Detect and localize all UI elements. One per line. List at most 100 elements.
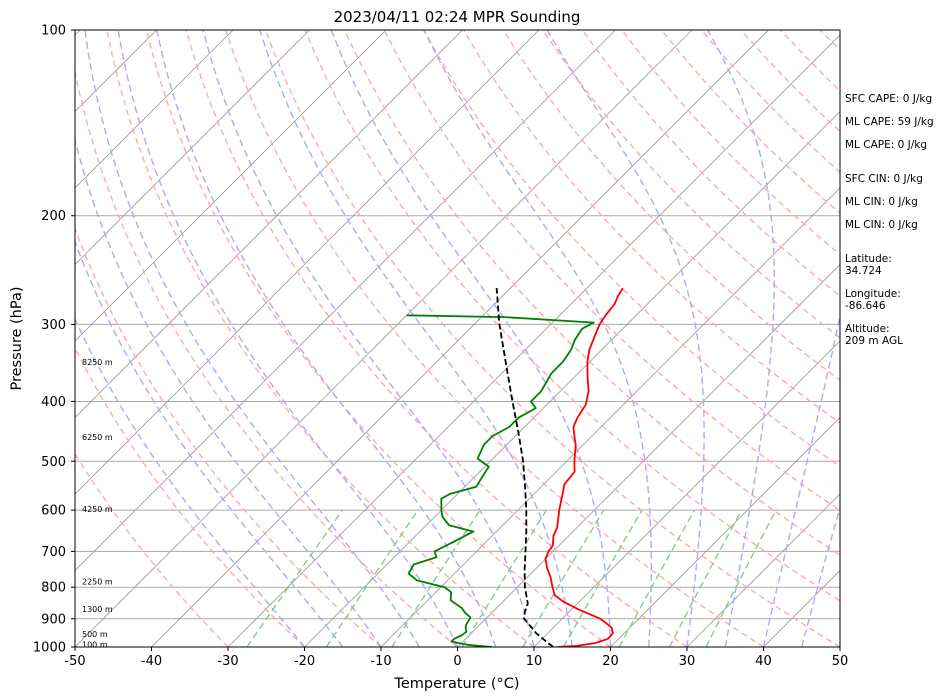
mixing-ratio-line — [391, 509, 481, 647]
height-label: 500 m — [82, 630, 108, 639]
mixing-ratio-line — [705, 509, 777, 647]
y-tick-label: 100 — [41, 24, 66, 39]
y-axis: 100 200 300 400 500 600 700 800 900 1000 — [33, 24, 75, 656]
y-tick-label: 200 — [41, 209, 66, 224]
height-label: 1300 m — [82, 605, 113, 614]
longitude-value: -86.646 — [845, 300, 886, 312]
altitude-label: Altitude: — [845, 323, 890, 335]
height-label: 8250 m — [82, 358, 113, 367]
dry-adiabat-line — [75, 68, 458, 647]
moist-adiabat-line — [546, 30, 705, 647]
sfc-cape-label: SFC CAPE: 0 J/kg — [845, 93, 932, 105]
longitude-label: Longitude: — [845, 288, 901, 300]
ml-cin-label: ML CIN: 0 J/kg — [845, 196, 918, 208]
dry-adiabat-line — [185, 30, 688, 647]
temperature-profile-line — [544, 287, 624, 647]
chart-title: 2023/04/11 02:24 MPR Sounding — [334, 8, 581, 26]
parcel-profile-line — [495, 288, 554, 647]
x-tick-label: -30 — [217, 654, 238, 669]
moist-adiabat-line — [801, 505, 840, 647]
x-tick-label: 10 — [526, 654, 543, 669]
isotherm-line — [380, 187, 840, 647]
moist-adiabat-line — [156, 30, 497, 647]
moist-adiabat-line — [75, 317, 306, 647]
mixing-ratio-line — [668, 509, 743, 647]
y-tick-label: 600 — [41, 504, 66, 519]
x-tick-label: 20 — [602, 654, 619, 669]
isotherm-line — [75, 30, 387, 342]
sounding-parameters: SFC CAPE: 0 J/kg ML CAPE: 59 J/kg ML CAP… — [845, 93, 934, 347]
x-axis-label: Temperature (°C) — [393, 676, 519, 692]
height-label: 6250 m — [82, 433, 113, 442]
isotherm-line — [75, 30, 616, 572]
isotherm-line — [75, 30, 234, 189]
isotherm-line — [533, 340, 840, 647]
dry-adiabat-line — [304, 30, 840, 602]
x-tick-label: -20 — [294, 654, 315, 669]
y-tick-label: 1000 — [33, 641, 66, 656]
latitude-value: 34.724 — [845, 265, 882, 277]
mixing-ratio-line — [246, 509, 344, 647]
mixing-ratio-line — [325, 509, 419, 647]
x-tick-label: -40 — [141, 654, 162, 669]
isotherm-line — [457, 263, 840, 647]
isotherm-line — [304, 110, 840, 647]
mixing-ratio-line — [461, 509, 548, 647]
isotherm-line — [610, 416, 840, 647]
ml-cape-label: ML CAPE: 59 J/kg — [845, 116, 934, 128]
moist-adiabat-line — [423, 30, 652, 647]
y-axis-label: Pressure (hPa) — [9, 286, 25, 390]
dry-adiabat-line — [106, 30, 535, 647]
altitude-value: 209 m AGL — [845, 335, 903, 347]
dry-adiabat-line — [343, 30, 840, 556]
height-label: 4250 m — [82, 505, 113, 514]
mixing-ratio-line — [618, 509, 696, 647]
isotherm-line — [75, 30, 463, 419]
dewpoint-profile-line — [406, 314, 595, 647]
isotherm-line — [0, 30, 4, 647]
data-lines — [406, 287, 624, 647]
dry-adiabat-line — [75, 346, 305, 647]
y-tick-label: 300 — [41, 318, 66, 333]
dry-adiabat-line — [75, 226, 382, 647]
moist-adiabat-line — [762, 312, 840, 647]
moist-adiabat-line — [707, 30, 775, 647]
mixing-ratio-line — [522, 509, 605, 647]
plot-background — [75, 30, 840, 647]
x-tick-label: 0 — [453, 654, 461, 669]
background-lines — [0, 30, 840, 647]
isotherm-line — [151, 30, 769, 647]
y-tick-label: 700 — [41, 545, 66, 560]
isotherm-line — [686, 493, 840, 647]
dry-adiabat-line — [383, 30, 840, 512]
moist-adiabat-line — [117, 30, 459, 647]
moist-adiabat-line — [75, 239, 344, 647]
dry-adiabat-line — [264, 30, 840, 647]
isotherm-line — [227, 34, 840, 647]
sfc-cin-label: SFC CIN: 0 J/kg — [845, 173, 923, 185]
y-tick-label: 400 — [41, 395, 66, 410]
x-tick-label: -50 — [64, 654, 85, 669]
moist-adiabat-line — [75, 137, 382, 647]
isotherm-line — [75, 30, 540, 495]
isotherm-line — [75, 30, 310, 266]
x-tick-label: 50 — [832, 654, 849, 669]
dry-adiabat-line — [145, 30, 611, 647]
x-tick-label: 40 — [755, 654, 772, 669]
mixing-ratio-line — [562, 509, 643, 647]
ml-cape-label-2: ML CAPE: 0 J/kg — [845, 139, 927, 151]
height-label: 100 m — [82, 640, 108, 649]
isotherm-line — [75, 30, 693, 647]
height-label: 2250 m — [82, 577, 113, 586]
y-tick-label: 800 — [41, 581, 66, 596]
dry-adiabat-line — [423, 30, 840, 468]
x-tick-label: 30 — [679, 654, 696, 669]
x-tick-label: -10 — [370, 654, 391, 669]
moist-adiabat-line — [202, 30, 535, 647]
latitude-label: Latitude: — [845, 253, 892, 265]
x-axis: -50 -40 -30 -20 -10 0 10 20 30 40 50 — [64, 647, 848, 669]
ml-cin-label-2: ML CIN: 0 J/kg — [845, 219, 918, 231]
y-tick-label: 500 — [41, 455, 66, 470]
